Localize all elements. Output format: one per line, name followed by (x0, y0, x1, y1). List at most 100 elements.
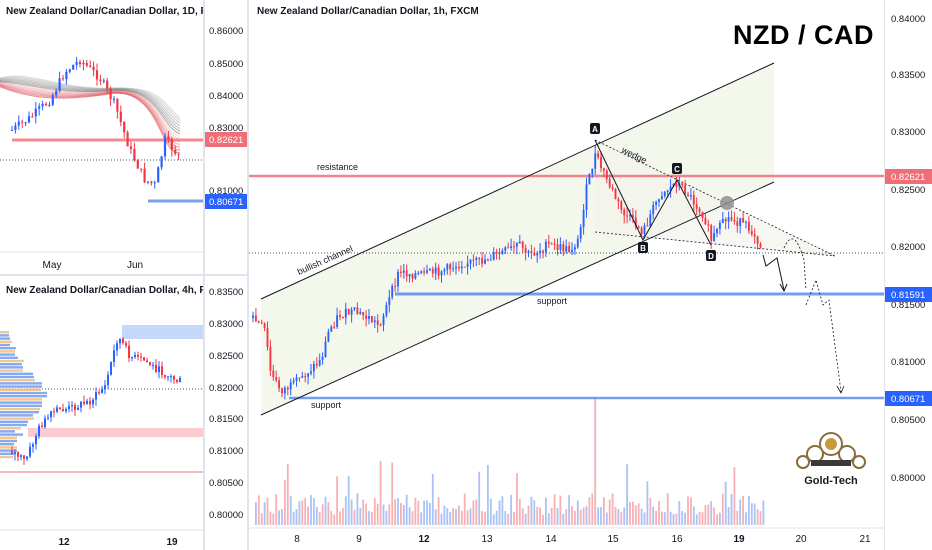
h4-candle (71, 405, 73, 407)
main-price-axis[interactable]: 0.84000 0.83500 0.83000 0.82500 0.82000 … (884, 0, 932, 550)
support-label-upper: support (537, 296, 568, 306)
volume-bar (339, 511, 341, 525)
price-tag-resistance (885, 169, 932, 184)
volume-bar (426, 500, 428, 525)
daily-candle (133, 148, 136, 161)
main-candle (643, 225, 646, 235)
daily-candle (163, 136, 167, 157)
main-candle (594, 153, 597, 169)
main-candle (498, 252, 501, 254)
main-candle (469, 259, 472, 264)
daily-time-label-may: May (43, 260, 62, 271)
main-candle (556, 244, 559, 250)
daily-candle (167, 136, 170, 140)
main-candle (446, 264, 449, 270)
h4-candle (146, 360, 148, 363)
main-candle (315, 363, 318, 366)
h4-candle (14, 452, 16, 455)
volume-bar (310, 495, 312, 525)
volume-bar (539, 507, 541, 525)
volume-profile-bar (0, 379, 35, 382)
volume-bar (292, 511, 295, 525)
h4-price-label: 0.83000 (209, 319, 243, 330)
volume-bar (536, 506, 539, 525)
h4-candle (176, 379, 178, 383)
volume-profile-bar (0, 452, 14, 455)
daily-candle (24, 122, 27, 124)
h4-price-axis[interactable]: 0.83500 0.83000 0.82500 0.82000 0.81500 … (205, 276, 247, 550)
main-candle (559, 244, 562, 250)
volume-bar (727, 507, 730, 525)
volume-bar (681, 511, 684, 525)
volume-bar (449, 512, 452, 525)
main-candle (478, 257, 481, 259)
main-candle (536, 253, 539, 256)
daily-candle (48, 104, 51, 106)
volume-profile-bar (0, 427, 21, 430)
volume-bar (382, 504, 385, 525)
main-candle (298, 377, 301, 379)
volume-profile-bar (0, 411, 39, 414)
main-candle (434, 267, 437, 274)
main-candle (510, 246, 513, 248)
h4-candle (155, 364, 157, 373)
volume-bar (690, 497, 692, 525)
daily-candle (65, 71, 68, 80)
volume-bar (466, 510, 469, 525)
main-chart-pane[interactable]: New Zealand Dollar/Canadian Dollar, 1h, … (249, 0, 884, 550)
main-candle (252, 315, 254, 318)
h4-candle (47, 417, 49, 419)
main-candle (397, 271, 399, 287)
price-tag-lower-support-text: 0.80671 (891, 394, 925, 405)
daily-candle (21, 121, 24, 123)
main-candle (611, 187, 614, 190)
main-candle (623, 209, 626, 216)
main-volume-bars (255, 397, 765, 525)
main-candle (759, 243, 762, 248)
volume-bar (524, 513, 527, 525)
main-candle (443, 269, 446, 272)
main-candle (414, 273, 417, 279)
price-tag-support (885, 287, 932, 302)
main-candle (460, 266, 463, 269)
volume-profile-bar (0, 414, 33, 417)
volume-profile-bar (0, 446, 17, 449)
h4-candle (170, 376, 172, 378)
daily-candle (116, 98, 119, 112)
volume-bar (437, 497, 440, 525)
main-candle (669, 186, 672, 191)
h4-chart-pane[interactable]: New Zealand Dollar/Canadian Dollar, 4h, … (0, 276, 203, 550)
daily-price-axis[interactable]: 0.86000 0.85000 0.84000 0.83000 0.81000 … (205, 0, 247, 274)
h4-supply-zone (122, 325, 203, 339)
main-candle (602, 168, 605, 171)
main-candle (724, 218, 727, 222)
daily-price-label: 0.84000 (209, 91, 243, 102)
h4-candle (32, 444, 34, 447)
volume-bar (756, 509, 759, 525)
volume-profile-bar (0, 430, 15, 433)
volume-bar (603, 497, 605, 525)
volume-bar (333, 514, 336, 525)
volume-bar (478, 471, 481, 525)
daily-candle (38, 106, 41, 109)
daily-chart-svg: May Jun (0, 57, 203, 271)
main-candle (449, 264, 452, 270)
h4-candle (26, 456, 28, 459)
volume-bar (750, 503, 753, 525)
main-price-label: 0.83500 (891, 70, 925, 81)
main-candle (736, 221, 739, 226)
volume-bar (530, 496, 533, 525)
volume-bar (640, 508, 643, 525)
main-candle (675, 183, 678, 187)
volume-bar (492, 514, 495, 525)
volume-profile-bar (0, 372, 33, 375)
volume-bar (614, 506, 617, 525)
volume-bar (289, 496, 292, 525)
volume-bar (423, 500, 425, 525)
main-candle (350, 309, 353, 315)
volume-bar (284, 480, 286, 525)
daily-chart-pane[interactable]: New Zealand Dollar/Canadian Dollar, 1D, … (0, 0, 203, 274)
main-candle (579, 227, 582, 239)
main-time-label: 13 (481, 534, 493, 545)
volume-bar (550, 507, 553, 525)
